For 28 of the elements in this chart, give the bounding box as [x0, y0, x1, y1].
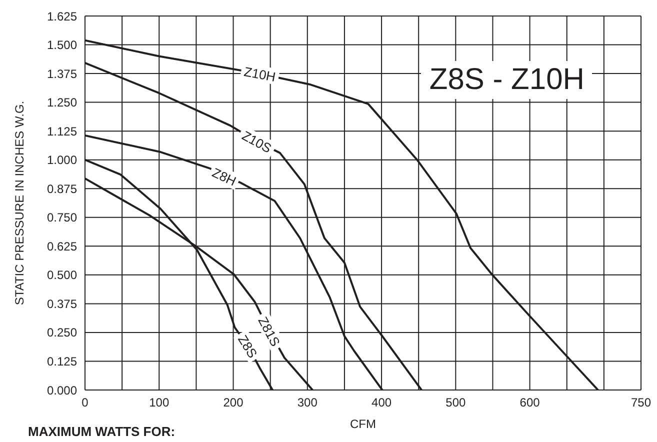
text: MAXIMUM WATTS FOR:	[28, 424, 176, 439]
y-tick-label: 0.750	[46, 210, 78, 225]
y-tick-label: 0.500	[46, 268, 78, 282]
y-tick-label: 0.250	[46, 326, 78, 340]
x-tick-label: 600	[520, 396, 540, 410]
y-tick-label: 1.250	[46, 96, 78, 110]
y-tick-label: 0.625	[46, 239, 78, 254]
x-axis-title: CFM	[350, 417, 376, 431]
y-tick-label: 1.000	[46, 153, 78, 168]
x-tick-label: 100	[149, 396, 170, 410]
series-label: Z8H	[210, 164, 238, 189]
x-tick-label: 0	[82, 396, 89, 410]
x-tick-label: 500	[446, 396, 466, 410]
y-tick-label: 1.625	[46, 9, 78, 24]
series-label: Z10S	[240, 128, 274, 156]
y-tick-label: 0.875	[46, 182, 78, 196]
y-tick-label: 1.125	[46, 124, 78, 138]
y-tick-label: 0.375	[46, 296, 78, 311]
x-tick-label: 300	[297, 396, 318, 410]
x-tick-label: 400	[372, 396, 392, 410]
y-axis-title: STATIC PRESSURE IN INCHES W.G.	[12, 100, 26, 306]
y-tick-label: 0.125	[46, 354, 78, 368]
y-tick-label: 0.000	[46, 383, 78, 398]
y-tick-label: 1.500	[46, 38, 78, 52]
y-tick-label: 1.375	[46, 66, 78, 81]
text: Z8S - Z10H	[421, 60, 592, 99]
x-tick-label: 750	[630, 396, 652, 410]
x-tick-label: 200	[223, 396, 244, 410]
